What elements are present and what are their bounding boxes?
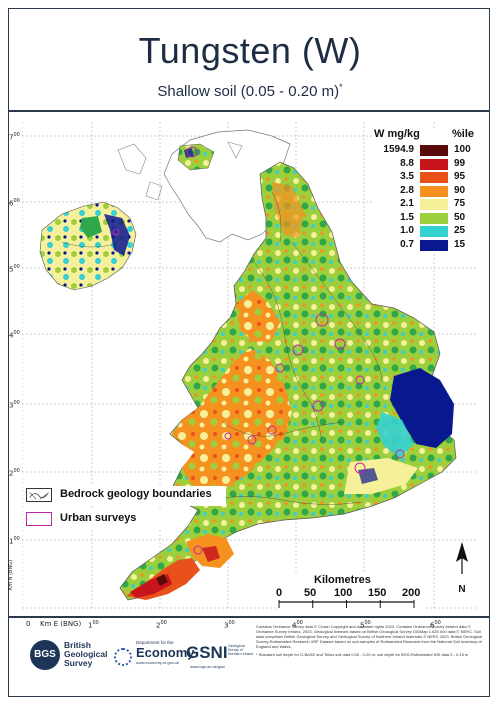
- legend-percentile: 99: [454, 157, 466, 169]
- legend-swatch: [420, 212, 448, 224]
- x-tick-2: 200: [156, 620, 167, 630]
- scale-label: 0: [276, 587, 283, 599]
- legend-percentile-header: %ile: [452, 128, 475, 140]
- legend-row: 2.1 75: [372, 198, 480, 212]
- urban-key: Urban surveys: [26, 510, 166, 530]
- urban-survey-outlines: [112, 146, 405, 555]
- map-subtitle: Shallow soil (0.05 - 0.20 m)*: [0, 82, 500, 100]
- legend-swatch: [420, 172, 448, 183]
- gsni-url: www.bgs.ac.uk/gsni: [190, 664, 226, 669]
- scale-label: 100: [334, 587, 353, 599]
- bedrock-key: Bedrock geology boundaries: [26, 486, 226, 506]
- legend-percentile: 95: [454, 171, 466, 182]
- x-tick-5: 500: [360, 620, 371, 630]
- title-divider: [8, 110, 490, 112]
- scale-title: Kilometres: [314, 574, 371, 586]
- scale-label: 150: [368, 587, 387, 599]
- map-sheet-frame: [8, 8, 490, 697]
- urban-swatch: [26, 512, 52, 526]
- legend-value: 3.5: [400, 171, 414, 182]
- y-tick-3: 300: [9, 400, 20, 410]
- north-arrow: N: [456, 542, 468, 595]
- y-tick-6: 600: [9, 198, 20, 208]
- gsni-logo: GSNI: [186, 643, 228, 662]
- legend-value: 1.0: [400, 225, 414, 236]
- x-tick-3: 300: [224, 620, 235, 630]
- map-title: Tungsten (W): [138, 30, 362, 71]
- x-tick-1: 100: [88, 620, 99, 630]
- legend-value: 1.5: [400, 211, 414, 223]
- legend-row: 0.7 15: [372, 239, 480, 253]
- legend-row: 1.5 50: [372, 212, 480, 226]
- value-legend: W mg/kg %ile 1594.9 100 8.8 99 3.5 95 2.8 90 2.1…: [372, 128, 480, 252]
- legend-swatch: [420, 158, 448, 170]
- legend-percentile: 90: [454, 184, 466, 196]
- legend-swatch: [420, 199, 448, 210]
- geochemical-map: N: [22, 122, 478, 610]
- bgs-logo: BGS: [30, 640, 60, 670]
- legend-swatch: [420, 185, 448, 197]
- legend-value: 0.7: [400, 238, 414, 250]
- bedrock-key-label: Bedrock geology boundaries: [60, 488, 212, 500]
- legend-value: 1594.9: [383, 144, 414, 155]
- legend-value-header: W mg/kg: [374, 128, 420, 140]
- y-axis-unit-label: Km N (BNG): [8, 559, 14, 590]
- legend-swatch: [420, 145, 448, 156]
- legend-value: 2.8: [400, 184, 414, 196]
- y-tick-7: 700: [9, 132, 20, 142]
- subtitle-footnote-mark: *: [339, 82, 343, 92]
- legend-row: 1594.9 100: [372, 144, 480, 158]
- x-axis-unit-label: Km E (BNG): [40, 620, 82, 628]
- bedrock-swatch: [26, 488, 52, 502]
- scale-label: 200: [402, 587, 421, 599]
- subtitle-text: Shallow soil (0.05 - 0.20 m): [157, 83, 340, 100]
- y-tick-2: 200: [9, 468, 20, 478]
- legend-percentile: 25: [454, 225, 466, 236]
- scale-bar-graphic: [278, 600, 415, 608]
- x-tick-0: 0: [26, 620, 31, 628]
- legend-swatch: [420, 226, 448, 237]
- footnote-text: * Standard soil depth for G-BASE and Tel…: [256, 652, 469, 657]
- legend-value: 8.8: [400, 157, 414, 169]
- x-tick-4: 400: [292, 620, 303, 630]
- urban-key-label: Urban surveys: [60, 512, 137, 524]
- scale-bar: Kilometres 0 50 100 150 200: [276, 574, 426, 614]
- legend-percentile: 75: [454, 198, 466, 209]
- legend-percentile: 15: [454, 238, 466, 250]
- bgs-name: British Geological Survey: [64, 640, 108, 668]
- legend-value: 2.1: [400, 198, 414, 209]
- legend-percentile: 100: [454, 144, 471, 155]
- north-label: N: [458, 584, 465, 595]
- legend-percentile: 50: [454, 211, 466, 223]
- dfe-logo-mark: [114, 648, 132, 666]
- legend-swatch: [420, 239, 448, 251]
- y-tick-1: 100: [9, 536, 20, 546]
- x-tick-6: 600: [430, 620, 441, 630]
- legend-row: 3.5 95: [372, 171, 480, 185]
- gsni-name: Geological Survey of Northern Ireland: [228, 644, 254, 656]
- dfe-logo: Department for the Economy www.economy-n…: [136, 640, 195, 665]
- y-tick-4: 400: [9, 330, 20, 340]
- y-tick-5: 500: [9, 264, 20, 274]
- scale-label: 50: [304, 587, 317, 599]
- legend-row: 2.8 90: [372, 185, 480, 199]
- legend-row: 8.8 99: [372, 158, 480, 172]
- legend-row: 1.0 25: [372, 225, 480, 239]
- credits-text: Contains Ordnance Survey data © Crown Co…: [256, 624, 484, 657]
- footer-divider: [8, 616, 490, 618]
